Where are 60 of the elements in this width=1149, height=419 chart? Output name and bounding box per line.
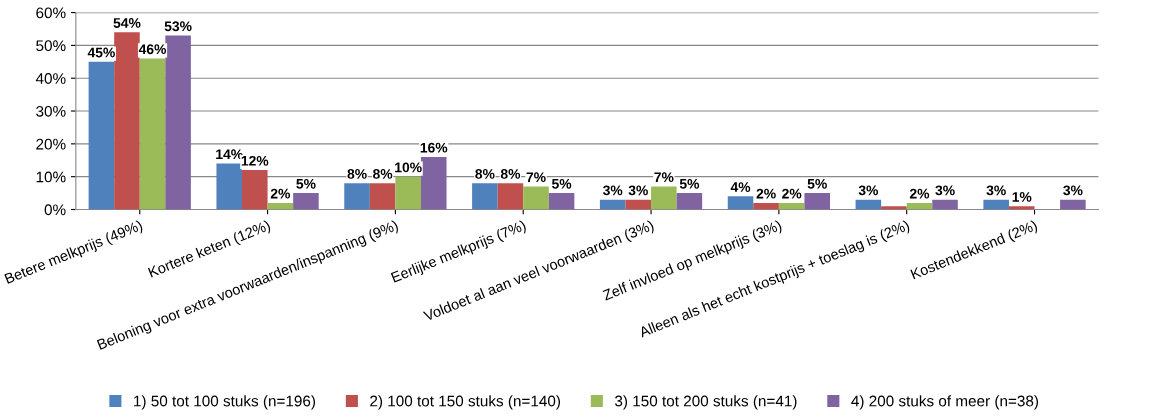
data-label: 8% (500, 169, 521, 179)
data-label: 2% (756, 188, 776, 199)
bar (523, 186, 549, 210)
y-tick-label: 10% (36, 171, 66, 183)
bar (1060, 199, 1086, 210)
data-label: 10% (395, 162, 422, 173)
bar (625, 199, 652, 210)
bar (420, 156, 447, 210)
data-label: 45% (87, 47, 115, 58)
bar (242, 170, 268, 210)
bar (983, 199, 1009, 210)
y-tick-label: 40% (35, 73, 66, 84)
data-label: 1% (1012, 192, 1032, 202)
bar (216, 163, 243, 210)
y-tick-label: 0% (44, 204, 66, 216)
data-label: 2% (782, 188, 802, 199)
bar (139, 58, 166, 210)
bar (472, 183, 498, 210)
legend-label: 1) 50 tot 100 stuks (n=196) (134, 395, 316, 410)
data-label: 46% (138, 44, 167, 55)
data-label: 3% (858, 185, 879, 196)
y-tick-label: 60% (36, 7, 66, 19)
data-label: 3% (935, 185, 955, 196)
data-label: 3% (1063, 185, 1083, 196)
data-label: 8% (347, 169, 367, 179)
data-label: 53% (164, 21, 192, 32)
data-label: 5% (807, 178, 827, 189)
data-label: 3% (986, 185, 1006, 196)
data-label: 16% (420, 142, 448, 153)
data-label: 3% (602, 185, 623, 196)
data-label: 7% (654, 172, 674, 183)
bar (165, 35, 191, 210)
data-label: 5% (296, 178, 316, 189)
data-label: 4% (730, 182, 751, 192)
data-label: 7% (526, 172, 546, 183)
bar (497, 183, 524, 210)
data-label: 2% (270, 188, 291, 199)
bar (651, 186, 677, 210)
bar (932, 199, 958, 210)
y-tick-label: 50% (36, 40, 66, 52)
bar (1008, 206, 1035, 210)
data-label: 5% (551, 178, 572, 189)
data-label: 54% (113, 18, 141, 28)
bar (395, 176, 421, 210)
y-tick-label: 20% (36, 138, 66, 150)
data-label: 8% (373, 169, 393, 179)
bar (344, 183, 370, 210)
data-label: 8% (475, 169, 495, 179)
y-tick-label: 30% (36, 105, 66, 117)
data-label: 5% (679, 178, 700, 189)
data-label: 12% (241, 155, 269, 166)
legend-label: 3) 150 tot 200 stuks (n=41) (614, 395, 797, 410)
legend-label: 2) 100 tot 150 stuks (n=140) (370, 395, 560, 410)
data-label: 3% (628, 185, 648, 196)
data-label: 2% (909, 188, 930, 199)
bar (88, 61, 115, 210)
legend-label: 4) 200 stuks of meer (n=38) (851, 395, 1039, 410)
bar (369, 183, 396, 210)
bar (881, 206, 907, 210)
bar (753, 202, 779, 210)
